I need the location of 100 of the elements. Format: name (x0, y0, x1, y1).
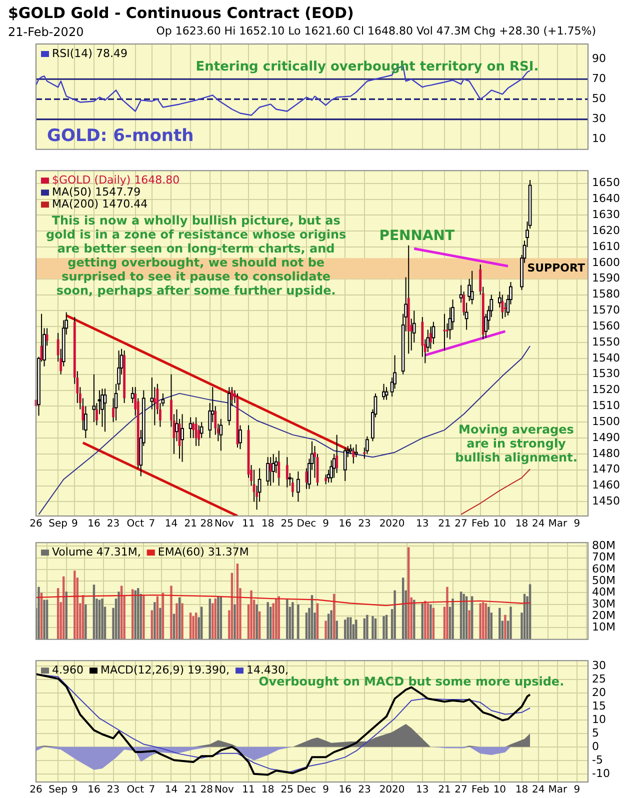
bar (316, 603, 319, 640)
x-tick-label: 16 (338, 518, 352, 530)
bar (217, 596, 220, 640)
annotation: Moving averages are in strongly bullish alignment. (455, 422, 578, 465)
bar (176, 603, 178, 640)
bar (330, 610, 332, 640)
bar (324, 620, 327, 640)
bar (510, 606, 512, 640)
y-tick-label: 1550 (592, 335, 620, 348)
x-tick-label: Sep (48, 784, 68, 796)
y-tick-label: 20 (592, 686, 606, 699)
x-tick-label: 16 (88, 784, 100, 796)
bar (327, 614, 330, 640)
bar (101, 598, 104, 640)
y-tick-label: 1650 (592, 176, 620, 190)
x-tick-label: 28 (200, 518, 213, 530)
y-tick-label: 15 (592, 699, 606, 712)
bar (430, 604, 432, 640)
x-tick-label: 25 (280, 784, 294, 796)
annotation: Entering critically overbought territory on RSI. (196, 60, 539, 75)
legend-label: MA(200) 1470.44 (52, 197, 148, 210)
x-tick-label: 14 (164, 518, 178, 530)
bar (38, 586, 40, 640)
x-tick-label: Mar (548, 784, 568, 796)
bar (421, 603, 424, 640)
x-tick-label: 18 (261, 784, 274, 796)
chart-subtitle: 21-Feb-2020 (8, 25, 84, 39)
y-tick-label: 1500 (592, 414, 620, 428)
y-tick-label: 20M (592, 608, 616, 622)
bar (350, 617, 352, 640)
bar (462, 594, 465, 640)
y-tick-label: 1450 (592, 494, 620, 508)
x-tick-label: Oct (126, 518, 144, 530)
bar (297, 604, 300, 640)
bar (452, 598, 454, 640)
y-tick-label: 80M (592, 538, 616, 552)
bar (84, 604, 87, 640)
x-tick-label: 21 (438, 518, 451, 530)
bar (366, 614, 368, 640)
x-tick-label: 27 (454, 518, 468, 530)
y-tick-label: 30 (592, 658, 606, 672)
x-tick-label: 23 (106, 518, 120, 530)
x-tick-label: 21 (184, 518, 197, 530)
x-tick-label: 2020 (379, 518, 405, 530)
bar (159, 608, 162, 640)
candlestick (291, 477, 294, 498)
y-tick-label: 1520 (592, 383, 620, 396)
bar (468, 610, 470, 640)
y-tick-label: 70M (592, 550, 616, 564)
bar (482, 602, 484, 640)
candlestick (286, 456, 288, 488)
x-tick-label: 9 (322, 518, 329, 530)
x-tick-label: 9 (71, 784, 78, 796)
y-tick-label: 40M (592, 586, 616, 599)
x-tick-label: Dec (296, 784, 316, 796)
bar (498, 608, 501, 640)
x-tick-label: 21 (438, 784, 451, 796)
bar (479, 603, 482, 640)
x-tick-label: Mar (548, 518, 568, 530)
y-tick-label: 1570 (592, 304, 620, 317)
x-tick-label: 21 (184, 784, 197, 796)
x-tick-label: 27 (454, 784, 468, 796)
x-tick-label: 28 (200, 784, 213, 796)
bar (372, 616, 374, 640)
legend-label: Volume 47.31M, (52, 545, 141, 558)
x-tick-label: 11 (242, 784, 255, 796)
bar (43, 600, 46, 640)
candlestick (429, 326, 432, 350)
x-tick-label: 9 (574, 518, 580, 530)
annotation: Overbought on MACD but some more upside. (258, 674, 564, 689)
candlestick (352, 447, 355, 464)
bar (355, 620, 358, 640)
y-tick-label: 1640 (592, 192, 620, 206)
legend-label: MA(50) 1547.79 (52, 185, 141, 198)
annotation: This is now a wholly bullish picture, but as gold is in a zone of resistance whose origins are better seen on long-term charts, and getting overbought, we should not be surprised to see it pause to consolidate soon, perhaps after some further upside. (46, 214, 346, 298)
x-tick-label: 9 (322, 784, 329, 796)
y-tick-label: 30M (592, 597, 616, 610)
x-tick-label: 18 (261, 518, 274, 530)
y-tick-label: 10M (592, 620, 616, 634)
y-tick-label: 10 (592, 132, 606, 146)
bar (286, 598, 288, 640)
bar (424, 600, 426, 640)
bar (172, 614, 176, 640)
x-tick-label: Oct (126, 784, 144, 796)
x-tick-label: 16 (338, 784, 352, 796)
bar (382, 616, 385, 640)
x-tick-label: 9 (574, 784, 580, 796)
y-tick-label: 1530 (592, 367, 620, 380)
bar (256, 604, 258, 640)
x-tick-label: 10 (493, 518, 506, 530)
x-tick-label: 16 (88, 518, 100, 530)
x-tick-label: 24 (532, 784, 545, 796)
y-tick-label: 5 (592, 726, 599, 740)
y-tick-label: 1480 (592, 446, 620, 460)
bar (336, 620, 338, 640)
text: Op 1623.60 Hi 1652.10 Lo 1621.60 Cl 1648.80 Vol 47.3M Chg +28.30 (+1.75%) (156, 24, 596, 38)
y-tick-label: 50M (592, 574, 616, 587)
x-tick-label: 10 (493, 784, 506, 796)
bar (504, 614, 506, 640)
x-tick-label: 23 (106, 784, 120, 796)
